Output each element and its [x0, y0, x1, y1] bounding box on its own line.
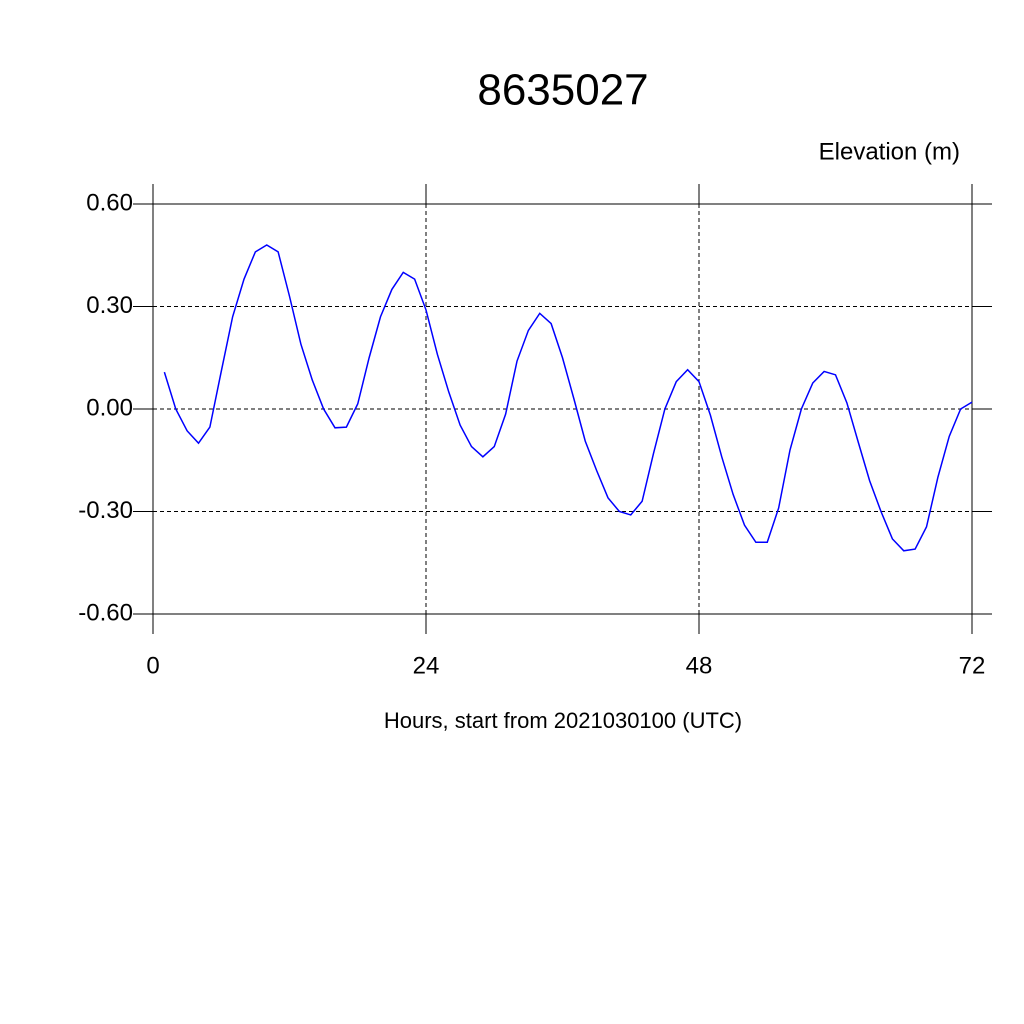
x-tick-label: 24 — [413, 652, 440, 679]
y-tick-label: -0.60 — [78, 599, 133, 626]
plot-frame — [152, 203, 973, 615]
chart-title: 8635027 — [477, 66, 648, 115]
y-tick-label: 0.30 — [86, 292, 133, 319]
x-axis-label: Hours, start from 2021030100 (UTC) — [384, 708, 742, 733]
x-tick-label: 72 — [959, 652, 986, 679]
y-axis-label: Elevation (m) — [819, 138, 960, 165]
x-tick-label: 48 — [686, 652, 713, 679]
data-line — [163, 244, 973, 552]
y-tick-label: 0.00 — [86, 394, 133, 421]
y-tick-label: 0.60 — [86, 189, 133, 216]
y-tick-label: -0.30 — [78, 497, 133, 524]
x-tick-label: 0 — [146, 652, 159, 679]
